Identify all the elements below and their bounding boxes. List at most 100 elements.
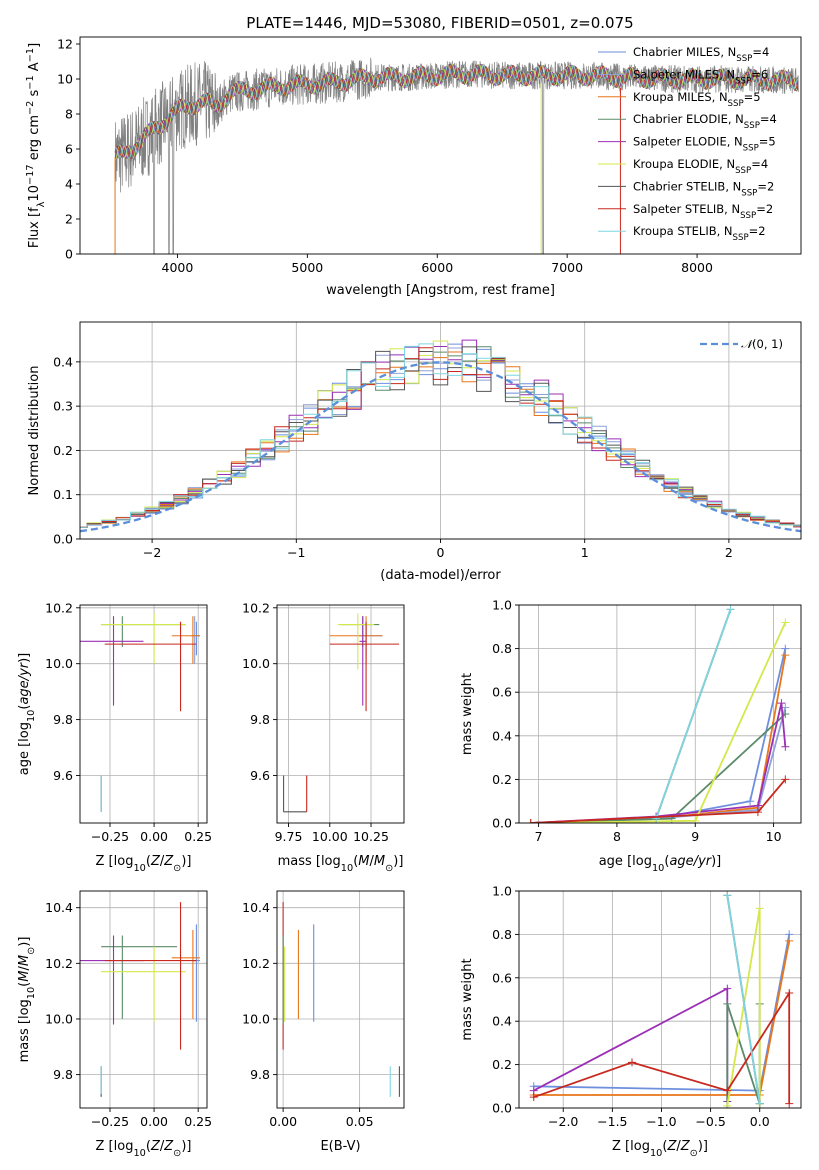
x-axis-label: E(B-V) [320, 1139, 360, 1154]
y-axis-label: age [log10(age/yr)] [17, 653, 37, 776]
weight-marker [753, 808, 762, 817]
axes-residuals: −2 −1 0 1 2 0.0 0.1 0.2 0.3 0.4 𝒩(0, 1) (data-model… [27, 321, 802, 583]
y-tick-label: 10.0 [242, 1011, 270, 1026]
x-axis-label: wavelength [Angstrom, rest frame] [326, 283, 555, 298]
x-tick-label: −0.5 [695, 1114, 725, 1129]
plot-area-age-vs-mass [283, 613, 400, 813]
x-axis-label: (data-model)/error [380, 568, 501, 583]
legend-entry: Chabrier MILES, NSSP=4 [633, 45, 769, 64]
axes-frame [79, 890, 208, 1109]
y-tick-label: 0 [65, 247, 73, 262]
x-tick-label: 0.25 [184, 829, 212, 844]
legend-entry: 𝒩(0, 1) [741, 337, 783, 351]
weight-marker [723, 891, 732, 900]
y-tick-label: 9.6 [250, 768, 270, 783]
y-tick-label: 0.0 [53, 532, 73, 547]
x-tick-label: 7 [535, 829, 543, 844]
model-spectrum-kroupa-stelib [114, 64, 799, 160]
legend-entry: Salpeter STELIB, NSSP=2 [633, 202, 773, 221]
x-tick-label: 1 [581, 545, 589, 560]
weight-marker [723, 999, 732, 1008]
weight-marker [526, 819, 535, 823]
overlay-residuals: −2 −1 0 1 2 0.0 0.1 0.2 0.3 0.4 𝒩(0, 1) (data-model… [27, 321, 802, 583]
x-tick-label: 2 [725, 545, 733, 560]
plot-area-residuals [80, 339, 801, 533]
legend-entry: Kroupa ELODIE, NSSP=4 [633, 157, 768, 176]
weight-marker [723, 984, 732, 993]
legend: Chabrier MILES, NSSP=4 Salpeter MILES, NS… [598, 45, 777, 243]
y-tick-label: 0.2 [53, 443, 73, 458]
weight-marker [691, 816, 700, 823]
weight-marker [755, 1099, 764, 1108]
y-axis-label: Flux [fλ10−17 erg cm−2 s−1 A−1] [25, 43, 47, 248]
y-tick-label: 9.8 [53, 712, 73, 727]
y-tick-label: 12 [57, 37, 73, 52]
y-tick-label: 10.2 [45, 956, 73, 971]
x-tick-label: −1 [287, 545, 305, 560]
y-tick-label: 10 [57, 72, 73, 87]
axes-mass-vs-Z: −0.25 0.00 0.25 9.8 10.0 10.2 10.4 Z [log10(Z/Z… [17, 890, 212, 1159]
y-tick-label: 8 [65, 107, 73, 122]
y-tick-label: 10.2 [242, 956, 270, 971]
legend-entry: Salpeter MILES, NSSP=6 [633, 67, 768, 86]
weight-marker [781, 618, 790, 627]
overlay-spectrum: 4000 5000 6000 7000 8000 0 2 4 6 8 10 12 wavelength … [25, 36, 802, 298]
y-tick-label: 0.6 [492, 685, 512, 700]
weight-marker [529, 1093, 538, 1102]
x-tick-label: 0 [437, 545, 445, 560]
x-axis-label: Z [log10(Z/Z⊙)] [96, 1139, 192, 1159]
y-axis-label: mass weight [460, 673, 475, 755]
y-tick-label: 9.6 [53, 768, 73, 783]
x-tick-label: −2 [143, 545, 161, 560]
weight-marker [777, 699, 786, 708]
weight-line-kroupa-miles [530, 654, 787, 823]
figure-title: PLATE=1446, MJD=53080, FIBERID=0501, z=0… [246, 14, 633, 32]
weight-marker [746, 797, 755, 806]
x-tick-label: 8 [613, 829, 621, 844]
y-tick-label: 0.2 [492, 1057, 512, 1072]
overlay-age-vs-mass: 9.75 10.00 10.25 9.6 9.8 10.0 10.2 mass [log10(… [242, 600, 405, 874]
overlay-massweight-vs-Z: −2.0 −1.5 −1.0 −0.5 0.0 0.0 0.2 0.4 0.6 0.8 1.0 Z [… [460, 884, 802, 1159]
x-axis-label: mass [log10(M/M⊙)] [278, 854, 404, 874]
x-tick-label: 0.00 [140, 829, 168, 844]
x-tick-label: 6000 [421, 260, 453, 275]
y-tick-label: 1.0 [492, 884, 512, 899]
histogram-kroupa-miles [80, 351, 801, 528]
y-tick-label: 0.1 [53, 487, 73, 502]
plot-area-age-vs-Z [80, 613, 200, 812]
weight-marker [755, 904, 764, 913]
x-axis-label: Z [log10(Z/Z⊙)] [612, 1139, 708, 1159]
model-spectrum-chabrier-stelib [114, 63, 799, 159]
weight-marker [723, 1086, 732, 1095]
axes-frame [518, 890, 802, 1109]
x-tick-label: 0.00 [269, 1114, 297, 1129]
weight-line-salpeter-miles [530, 707, 787, 823]
y-tick-label: 10.2 [45, 600, 73, 615]
y-tick-label: 10.2 [242, 600, 270, 615]
y-tick-label: 0.0 [492, 816, 512, 831]
axes-frame [518, 604, 802, 824]
weight-line-kroupa-elodie [530, 622, 787, 823]
x-tick-label: −2.0 [548, 1114, 578, 1129]
weight-marker [652, 814, 661, 823]
axes-massweight-vs-age: 7 8 9 10 0.0 0.2 0.4 0.6 0.8 1.0 age [log10(age/yr… [460, 598, 802, 874]
panels-layer: 4000 5000 6000 7000 8000024681012wavelength … [17, 36, 802, 1159]
x-axis-label: Z [log10(Z/Z⊙)] [96, 854, 192, 874]
axes-age-vs-Z: −0.25 0.00 0.25 9.6 9.8 10.0 10.2 Z [log10(Z/Z⊙… [17, 600, 212, 873]
weight-marker [781, 742, 790, 751]
x-axis-label: age [log10(age/yr)] [599, 854, 722, 874]
x-tick-label: 9.75 [275, 829, 303, 844]
normal-curve [80, 361, 801, 533]
histogram-chabrier-miles [80, 343, 801, 528]
axes-frame [79, 36, 802, 255]
y-axis-label: Normed distribution [27, 366, 42, 496]
axes-frame [276, 890, 405, 1109]
weight-marker [785, 988, 794, 997]
overlay-mass-vs-Z: −0.25 0.00 0.25 9.8 10.0 10.2 10.4 Z [log10(Z/Z… [17, 890, 212, 1159]
x-tick-label: 10 [766, 829, 782, 844]
axes-massweight-vs-Z: −2.0 −1.5 −1.0 −0.5 0.0 0.0 0.2 0.4 0.6 0.8 1.0 Z [… [460, 884, 802, 1159]
y-tick-label: 0.3 [53, 399, 73, 414]
x-tick-label: 0.05 [346, 1114, 374, 1129]
overlay-massweight-vs-age: 7 8 9 10 0.0 0.2 0.4 0.6 0.8 1.0 age [log10(age/yr… [460, 598, 802, 874]
